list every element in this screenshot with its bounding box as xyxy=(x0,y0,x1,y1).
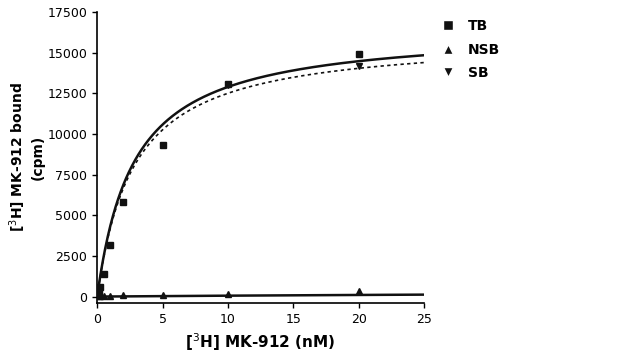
X-axis label: [$^{3}$H] MK-912 (nM): [$^{3}$H] MK-912 (nM) xyxy=(185,331,336,353)
Y-axis label: [$^{3}$H] MK-912 bound
(cpm): [$^{3}$H] MK-912 bound (cpm) xyxy=(7,82,45,233)
Legend: TB, NSB, SB: TB, NSB, SB xyxy=(435,19,500,80)
